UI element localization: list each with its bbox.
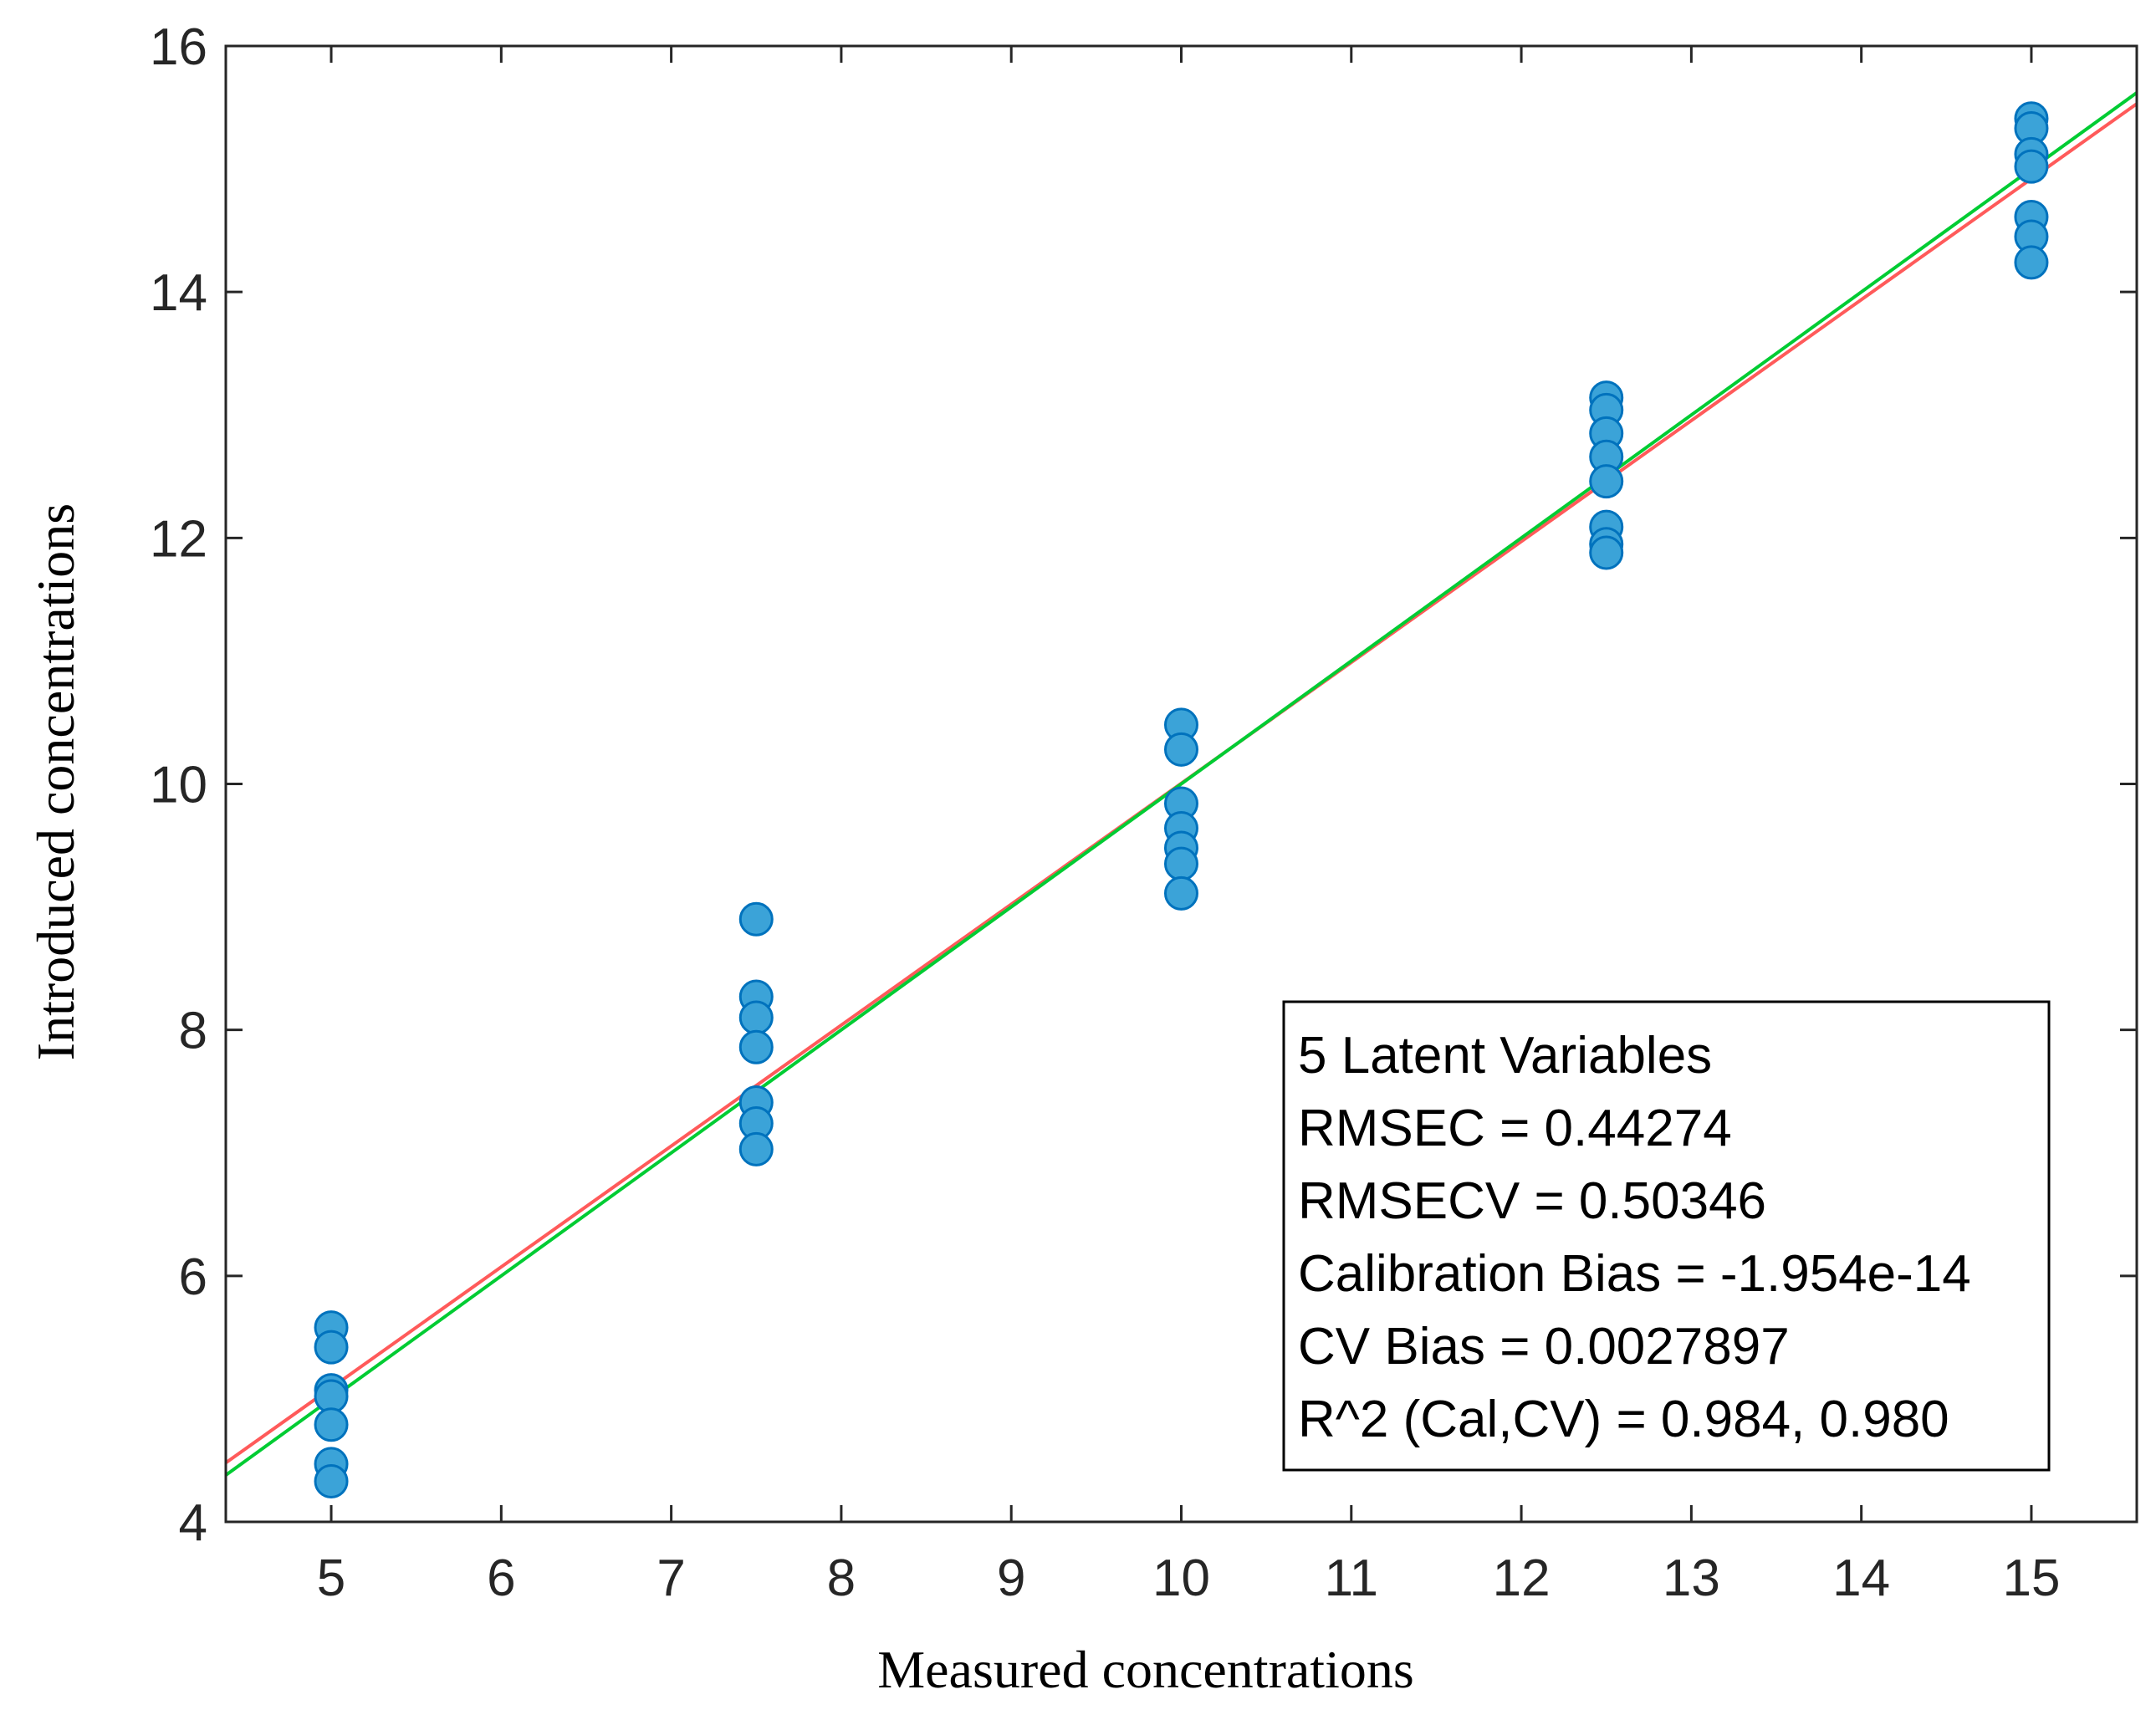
annotation-line-latent-variables: 5 Latent Variables: [1298, 1027, 1712, 1085]
data-point: [1589, 535, 1624, 570]
data-point: [314, 1330, 349, 1365]
annotation-line-r-squared: R^2 (Cal,CV) = 0.984, 0.980: [1298, 1391, 1949, 1448]
data-point: [1164, 732, 1198, 767]
x-tick-label: 9: [997, 1549, 1025, 1607]
annotation-line-calibration-bias: Calibration Bias = -1.954e-14: [1298, 1245, 1971, 1303]
x-tick-label: 6: [487, 1549, 515, 1607]
axis-ticks: 5 6 7 8 9 10 11 12 13 14 15 4 6 8 10 12 14 16: [150, 18, 2137, 1607]
annotation-line-cv-bias: CV Bias = 0.0027897: [1298, 1318, 1790, 1376]
x-tick-label: 10: [1152, 1549, 1210, 1607]
data-point: [314, 1407, 349, 1442]
x-tick-label: 7: [657, 1549, 685, 1607]
x-tick-label: 11: [1325, 1549, 1378, 1607]
x-tick-label: 14: [1832, 1549, 1890, 1607]
data-point: [1164, 846, 1198, 881]
x-axis-title: Measured concentrations: [877, 1640, 1414, 1699]
data-point: [314, 1463, 349, 1498]
data-point: [1164, 875, 1198, 911]
x-tick-label: 5: [317, 1549, 345, 1607]
y-tick-label: 16: [150, 18, 207, 76]
y-tick-label: 10: [150, 757, 207, 814]
data-point: [1589, 464, 1624, 499]
data-point: [738, 901, 774, 937]
y-tick-label: 12: [150, 510, 207, 568]
data-point: [738, 1029, 774, 1064]
y-axis-title: Introduced concentrations: [26, 503, 85, 1060]
regression-lines: [224, 91, 2138, 1477]
y-tick-label: 6: [179, 1248, 207, 1306]
annotation-line-rmsecv: RMSECV = 0.50346: [1298, 1172, 1766, 1230]
data-point: [738, 1131, 774, 1166]
annotation-frame: [1282, 1000, 2051, 1472]
data-point: [2014, 149, 2049, 184]
x-tick-label: 8: [827, 1549, 856, 1607]
data-point: [2014, 245, 2049, 280]
x-tick-label: 12: [1493, 1549, 1551, 1607]
y-tick-label: 14: [150, 264, 207, 322]
x-tick-label: 13: [1663, 1549, 1720, 1607]
annotation-line-rmsec: RMSEC = 0.44274: [1298, 1100, 1732, 1157]
data-point: [314, 1379, 349, 1414]
data-point: [738, 1000, 774, 1035]
y-tick-label: 8: [179, 1003, 207, 1060]
one-to-one-line: [224, 91, 2138, 1477]
y-tick-label: 4: [179, 1494, 207, 1552]
stats-annotation-box: 5 Latent Variables RMSEC = 0.44274 RMSEC…: [1282, 1000, 2051, 1472]
data-points: [314, 101, 2049, 1498]
x-tick-label: 15: [2002, 1549, 2060, 1607]
